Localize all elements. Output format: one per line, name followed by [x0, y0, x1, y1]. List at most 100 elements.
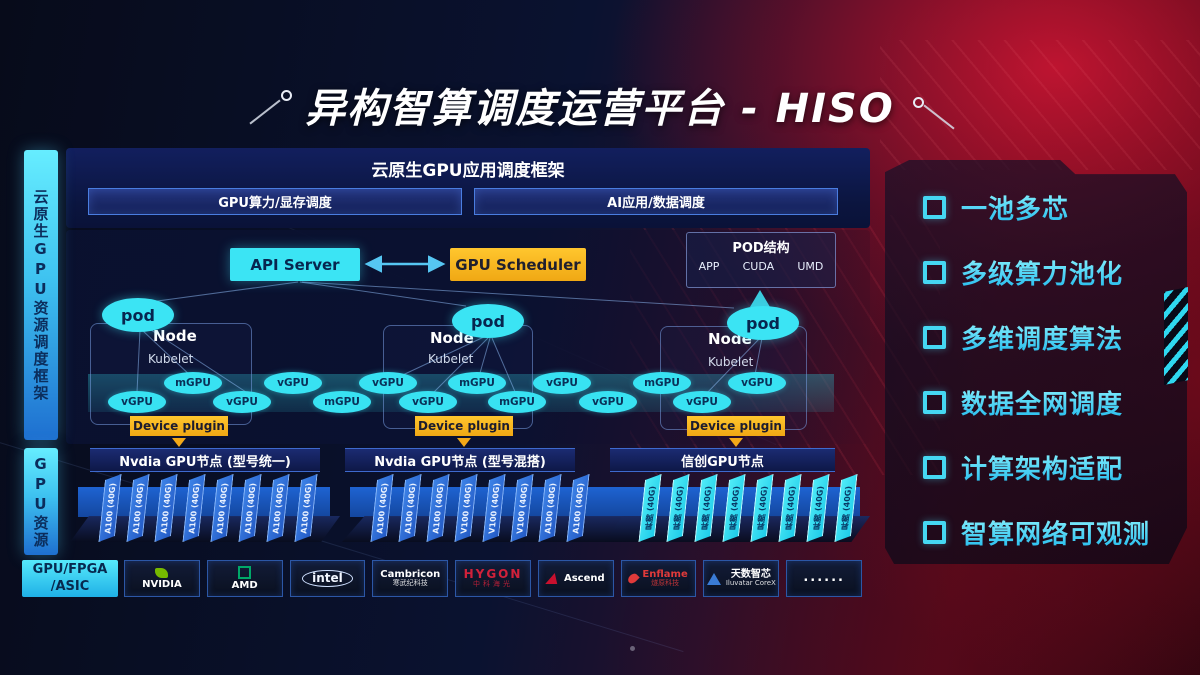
red-streaks-decor-top	[880, 40, 1200, 170]
gpu-ellipse-mgpu-2: mGPU	[164, 372, 222, 394]
gpu-card-label: A100 (40G)	[402, 482, 418, 534]
feature-panel	[885, 160, 1187, 564]
vendor-name: Cambricon	[380, 569, 441, 581]
gpu-cards-group-2: A100 (40G) A100 (40G) A100 (40G) V100 (40G)…	[374, 474, 586, 542]
cluster-label-nvidia-uniform: Nvdia GPU节点 (型号统一)	[90, 448, 320, 472]
feature-label: 多维调度算法	[961, 319, 1123, 356]
vendor-subtitle: 中科海光	[473, 580, 513, 589]
gpu-ellipse-mgpu-12: mGPU	[633, 372, 691, 394]
vendor-subtitle: 寒武纪科技	[392, 579, 428, 588]
sidebar-framework-bar: 云原生GPU资源调度框架	[24, 150, 58, 440]
gpu-ellipse-vgpu-3: vGPU	[213, 391, 271, 413]
gpu-card-g3-7: 昇腾 (40G)	[806, 474, 829, 542]
feature-row-1: 一池多芯	[923, 190, 1150, 225]
gpu-card-g1-6: A100 (40G)	[238, 474, 261, 542]
vendor-tile-4: Cambricon 寒武纪科技	[372, 560, 449, 597]
sidebar-gpu-resource-label: GPU资源	[31, 454, 50, 549]
circuit-node-icon	[281, 90, 292, 101]
gpu-cards-group-3: 昇腾 (40G) 昇腾 (40G) 昇腾 (40G) 昇腾 (40G) 昇腾 (40G)…	[642, 474, 854, 542]
nvidia-logo-icon	[155, 567, 169, 578]
vendor-tile-9: ......	[786, 560, 863, 597]
gpu-card-label: V100 (40G)	[514, 482, 530, 534]
gpu-card-label: V100 (40G)	[486, 482, 502, 534]
gpu-ellipse-vgpu-4: vGPU	[264, 372, 322, 394]
pod-structure-item-app: APP	[698, 260, 720, 273]
vendor-tile-3: intel	[289, 560, 366, 597]
hardware-category-line2: /ASIC	[50, 578, 90, 594]
gpu-ellipse-vgpu-6: vGPU	[359, 372, 417, 394]
gpu-card-label: A100 (40G)	[130, 482, 146, 534]
gpu-ellipse-mgpu-5: mGPU	[313, 391, 371, 413]
sidebar-gpu-resource-bar: GPU资源	[24, 448, 58, 555]
amd-logo-icon	[238, 566, 252, 579]
gpu-card-label: A100 (40G)	[186, 482, 202, 534]
gpu-card-g1-2: A100 (40G)	[126, 474, 149, 542]
checkbox-square-icon	[923, 260, 946, 284]
checkbox-square-icon	[923, 455, 946, 479]
vendor-tile-7: Enflame 燧原科技	[620, 560, 697, 597]
checkbox-square-icon	[923, 520, 946, 544]
device-plugin-arrow-icon	[172, 438, 186, 447]
kubelet-1-label: Kubelet	[148, 352, 194, 366]
checkbox-square-icon	[923, 390, 946, 414]
pod-structure-arrow-icon	[750, 290, 770, 307]
vendor-name: HYGON	[463, 567, 523, 582]
gpu-card-label: A100 (40G)	[430, 482, 446, 534]
gpu-card-label: A100 (40G)	[158, 482, 174, 534]
node-1-label: Node	[153, 327, 197, 345]
checkbox-square-icon	[923, 325, 946, 349]
pod-structure-item-cuda: CUDA	[742, 260, 775, 273]
framework-heading: 云原生GPU应用调度框架	[371, 161, 565, 181]
ascend-logo-icon	[545, 573, 561, 584]
checkbox-square-icon	[923, 195, 946, 219]
gpu-card-g2-6: V100 (40G)	[510, 474, 533, 542]
vendor-name: ......	[803, 570, 845, 586]
gpu-cards-group-1: A100 (40G) A100 (40G) A100 (40G) A100 (40G)…	[102, 474, 314, 542]
vendor-name: Enflame	[642, 569, 688, 581]
gpu-card-g3-4: 昇腾 (40G)	[722, 474, 745, 542]
gpu-card-g1-1: A100 (40G)	[98, 474, 121, 542]
pod-ellipse-3: pod	[727, 306, 799, 340]
feature-row-2: 多级算力池化	[923, 255, 1150, 290]
gpu-card-g3-6: 昇腾 (40G)	[778, 474, 801, 542]
gpu-ellipse-vgpu-11: vGPU	[579, 391, 637, 413]
vendor-name: AMD	[231, 580, 258, 591]
gpu-card-g3-1: 昇腾 (40G)	[638, 474, 661, 542]
gpu-ellipse-vgpu-13: vGPU	[673, 391, 731, 413]
gpu-card-g2-5: V100 (40G)	[482, 474, 505, 542]
gpu-ellipse-mgpu-9: mGPU	[488, 391, 546, 413]
gpu-card-g2-1: A100 (40G)	[370, 474, 393, 542]
ai-app-data-scheduling-bar: AI应用/数据调度	[474, 188, 838, 215]
gpu-card-label: 昇腾 (40G)	[755, 486, 769, 530]
feature-label: 计算架构适配	[961, 449, 1123, 486]
device-plugin-arrow-icon	[457, 438, 471, 447]
pod-ellipse-2: pod	[452, 304, 524, 338]
vendor-tile-2: AMD	[206, 560, 283, 597]
gpu-card-g1-4: A100 (40G)	[182, 474, 205, 542]
device-plugin-arrow-icon	[729, 438, 743, 447]
footer-dot-decor	[630, 646, 635, 651]
pod-structure-title: POD结构	[732, 241, 790, 256]
gpu-card-label: 昇腾 (40G)	[783, 486, 797, 530]
gpu-card-label: 昇腾 (40G)	[643, 486, 657, 530]
gpu-card-label: A100 (40G)	[374, 482, 390, 534]
feature-row-6: 智算网络可观测	[923, 515, 1150, 550]
vendor-tile-1: NVIDIA	[124, 560, 200, 597]
hazard-stripes-decor	[1164, 287, 1188, 385]
feature-row-5: 计算架构适配	[923, 449, 1150, 486]
kubelet-3-label: Kubelet	[708, 355, 754, 369]
cluster-label-xinchuang: 信创GPU节点	[610, 448, 835, 472]
vendor-subtitle: Iluvatar CoreX	[725, 579, 776, 588]
gpu-ellipse-vgpu-1: vGPU	[108, 391, 166, 413]
gpu-card-label: A100 (40G)	[102, 482, 118, 534]
gpu-shelf-band-1	[78, 487, 330, 517]
gpu-card-label: A100 (40G)	[214, 482, 230, 534]
gpu-ellipse-vgpu-7: vGPU	[399, 391, 457, 413]
vendor-name: intel	[302, 569, 353, 588]
gpu-compute-memory-scheduling-bar: GPU算力/显存调度	[88, 188, 462, 215]
iluvatar-logo-icon	[706, 572, 721, 585]
circuit-node-icon	[913, 97, 924, 108]
gpu-card-label: A100 (40G)	[270, 482, 286, 534]
